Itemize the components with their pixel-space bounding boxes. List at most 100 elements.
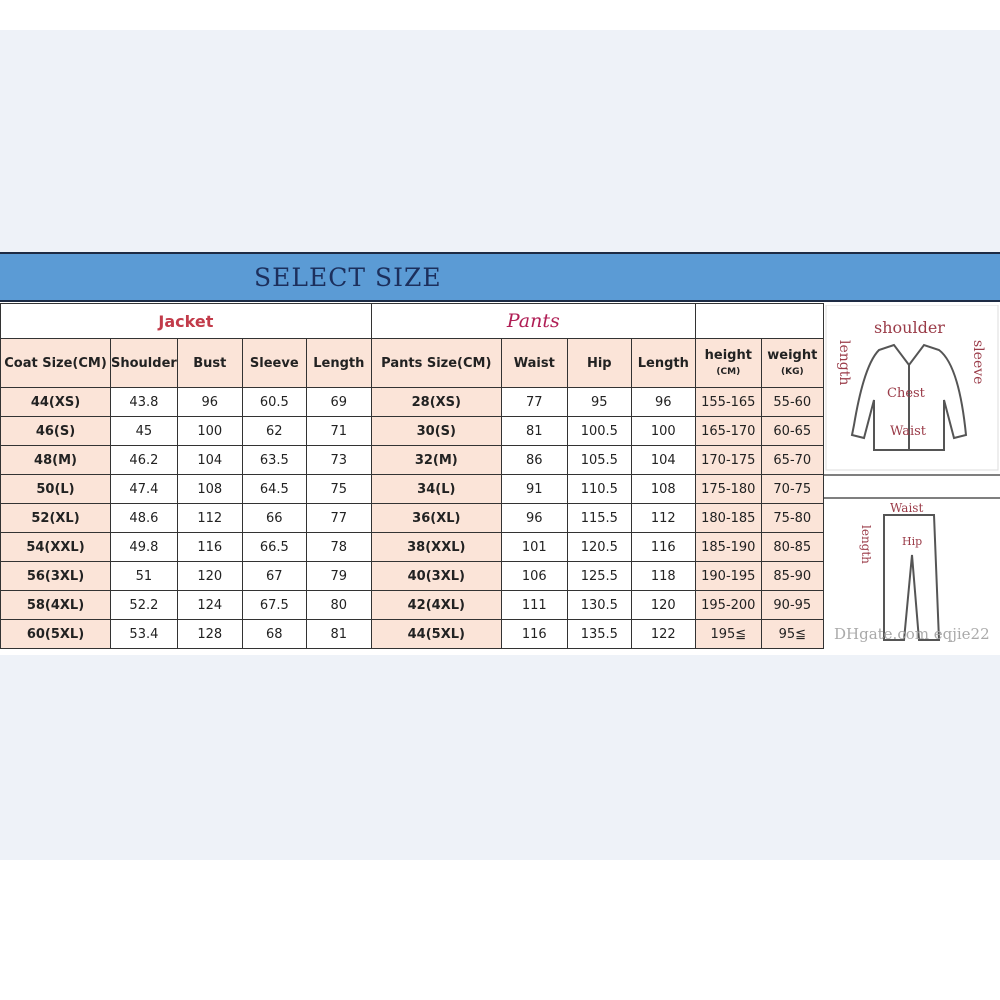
pants-label: Pants (506, 310, 560, 332)
table-cell: 47.4 (110, 474, 178, 504)
table-cell: 64.5 (241, 474, 307, 504)
table-cell: 71 (305, 416, 372, 446)
table-cell: 66.5 (241, 532, 307, 562)
table-cell: 28(XS) (370, 387, 502, 417)
garment-diagram: shoulder Chest Waist length sleeve Waist… (824, 304, 1000, 643)
body-group-header (694, 303, 824, 339)
table-cell: 175-180 (694, 474, 762, 504)
table-cell: 122 (630, 619, 696, 649)
table-row: 48(M) 46.2 104 63.5 73 32(M) 86 105.5 104 170-175… (0, 445, 824, 475)
table-cell: 75 (305, 474, 372, 504)
table-cell: 49.8 (110, 532, 178, 562)
table-cell: 96 (176, 387, 243, 417)
table-cell: 63.5 (241, 445, 307, 475)
table-cell: 46(S) (0, 416, 111, 446)
table-cell: 165-170 (694, 416, 762, 446)
table-cell: 155-165 (694, 387, 762, 417)
table-cell: 36(XL) (370, 503, 502, 533)
table-cell: 105.5 (566, 445, 632, 475)
table-cell: 78 (305, 532, 372, 562)
table-cell: 52.2 (110, 590, 178, 620)
height-label: height (704, 348, 752, 363)
table-cell: 112 (176, 503, 243, 533)
table-row: 60(5XL) 53.4 128 68 81 44(5XL) 116 135.5 122 195≦… (0, 619, 824, 649)
table-cell: 112 (630, 503, 696, 533)
table-cell: 56(3XL) (0, 561, 111, 591)
table-cell: 81 (305, 619, 372, 649)
table-cell: 185-190 (694, 532, 762, 562)
table-cell: 170-175 (694, 445, 762, 475)
table-cell: 60(5XL) (0, 619, 111, 649)
table-cell: 48.6 (110, 503, 178, 533)
chest-label: Chest (887, 386, 926, 401)
table-row: 46(S) 45 100 62 71 30(S) 81 100.5 100 165-170 60-6… (0, 416, 824, 446)
jacket-icon (850, 343, 968, 451)
pants-waist-label: Waist (890, 501, 923, 515)
table-cell: 124 (176, 590, 243, 620)
table-cell: 116 (630, 532, 696, 562)
weight-unit: (KG) (781, 367, 804, 377)
table-cell: 100 (176, 416, 243, 446)
table-cell: 45 (110, 416, 178, 446)
table-cell: 79 (305, 561, 372, 591)
table-cell: 91 (500, 474, 568, 504)
table-cell: 108 (176, 474, 243, 504)
table-cell: 106 (500, 561, 568, 591)
header-height: height (CM) (694, 338, 762, 388)
table-cell: 40(3XL) (370, 561, 502, 591)
chart-title: SELECT SIZE (254, 263, 442, 292)
table-cell: 30(S) (370, 416, 502, 446)
table-cell: 32(M) (370, 445, 502, 475)
table-cell: 48(M) (0, 445, 111, 475)
header-pants-length: Length (630, 338, 696, 388)
size-chart: SELECT SIZE Jacket Pants Coat Size(CM) S… (0, 252, 1000, 655)
table-cell: 43.8 (110, 387, 178, 417)
table-cell: 70-75 (760, 474, 824, 504)
table-cell: 95≦ (760, 619, 824, 649)
table-cell: 118 (630, 561, 696, 591)
table-cell: 34(L) (370, 474, 502, 504)
table-cell: 100.5 (566, 416, 632, 446)
header-hip: Hip (566, 338, 632, 388)
table-cell: 116 (500, 619, 568, 649)
table-cell: 190-195 (694, 561, 762, 591)
header-bust: Bust (176, 338, 243, 388)
table-cell: 116 (176, 532, 243, 562)
table-cell: 38(XXL) (370, 532, 502, 562)
table-cell: 96 (500, 503, 568, 533)
jacket-label: Jacket (158, 311, 214, 331)
sleeve-label: sleeve (970, 340, 986, 384)
table-cell: 120.5 (566, 532, 632, 562)
table-cell: 60.5 (241, 387, 307, 417)
table-cell: 80 (305, 590, 372, 620)
title-banner: SELECT SIZE (0, 252, 1000, 302)
table-cell: 42(4XL) (370, 590, 502, 620)
table-cell: 62 (241, 416, 307, 446)
table-cell: 52(XL) (0, 503, 111, 533)
table-row: 44(XS) 43.8 96 60.5 69 28(XS) 77 95 96 155-165 55-… (0, 387, 824, 417)
table-cell: 195-200 (694, 590, 762, 620)
measurement-diagrams: shoulder Chest Waist length sleeve Waist… (824, 304, 1000, 655)
table-cell: 86 (500, 445, 568, 475)
table-cell: 55-60 (760, 387, 824, 417)
table-cell: 135.5 (566, 619, 632, 649)
table-cell: 115.5 (566, 503, 632, 533)
table-cell: 195≦ (694, 619, 762, 649)
table-cell: 50(L) (0, 474, 111, 504)
table-row: 54(XXL) 49.8 116 66.5 78 38(XXL) 101 120.5 116 18… (0, 532, 824, 562)
table-cell: 130.5 (566, 590, 632, 620)
table-cell: 54(XXL) (0, 532, 111, 562)
shoulder-label: shoulder (874, 318, 945, 337)
table-cell: 44(XS) (0, 387, 111, 417)
table-cell: 65-70 (760, 445, 824, 475)
jacket-group-header: Jacket (0, 303, 372, 339)
table-cell: 73 (305, 445, 372, 475)
table-cell: 44(5XL) (370, 619, 502, 649)
header-sleeve: Sleeve (241, 338, 307, 388)
table-cell: 120 (630, 590, 696, 620)
table-cell: 96 (630, 387, 696, 417)
header-waist: Waist (500, 338, 568, 388)
table-cell: 81 (500, 416, 568, 446)
height-unit: (CM) (716, 367, 741, 377)
pants-icon (883, 514, 941, 641)
